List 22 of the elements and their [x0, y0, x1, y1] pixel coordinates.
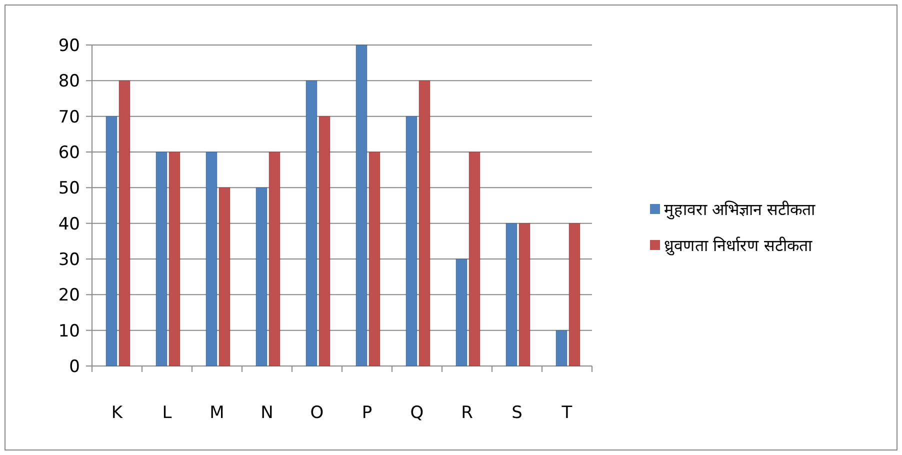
- x-tick-label: K: [111, 403, 124, 423]
- y-tick-label: 80: [58, 72, 80, 92]
- x-tick-label: R: [461, 403, 474, 423]
- x-tick-label: P: [362, 403, 372, 423]
- y-tick-label: 40: [58, 214, 80, 234]
- x-tick-label: L: [162, 403, 172, 423]
- legend-label: मुहावरा अभिज्ञान सटीकता: [664, 200, 816, 220]
- x-tick-label: Q: [410, 403, 424, 423]
- y-tick-label: 20: [58, 286, 80, 306]
- y-tick-label: 50: [58, 178, 80, 199]
- y-tick-label: 70: [58, 107, 80, 128]
- x-tick-label: N: [260, 403, 274, 423]
- x-tick-label: M: [210, 403, 224, 423]
- y-tick-label: 0: [69, 357, 80, 377]
- x-tick-label: O: [310, 403, 324, 423]
- x-tick-label: T: [560, 403, 573, 423]
- y-tick-label: 10: [58, 321, 80, 342]
- y-tick-label: 30: [58, 250, 80, 270]
- y-tick-label: 90: [58, 36, 80, 56]
- x-tick-label: S: [512, 403, 522, 423]
- legend-label: ध्रुवणता निर्धारण सटीकता: [664, 236, 814, 256]
- y-tick-label: 60: [58, 143, 80, 163]
